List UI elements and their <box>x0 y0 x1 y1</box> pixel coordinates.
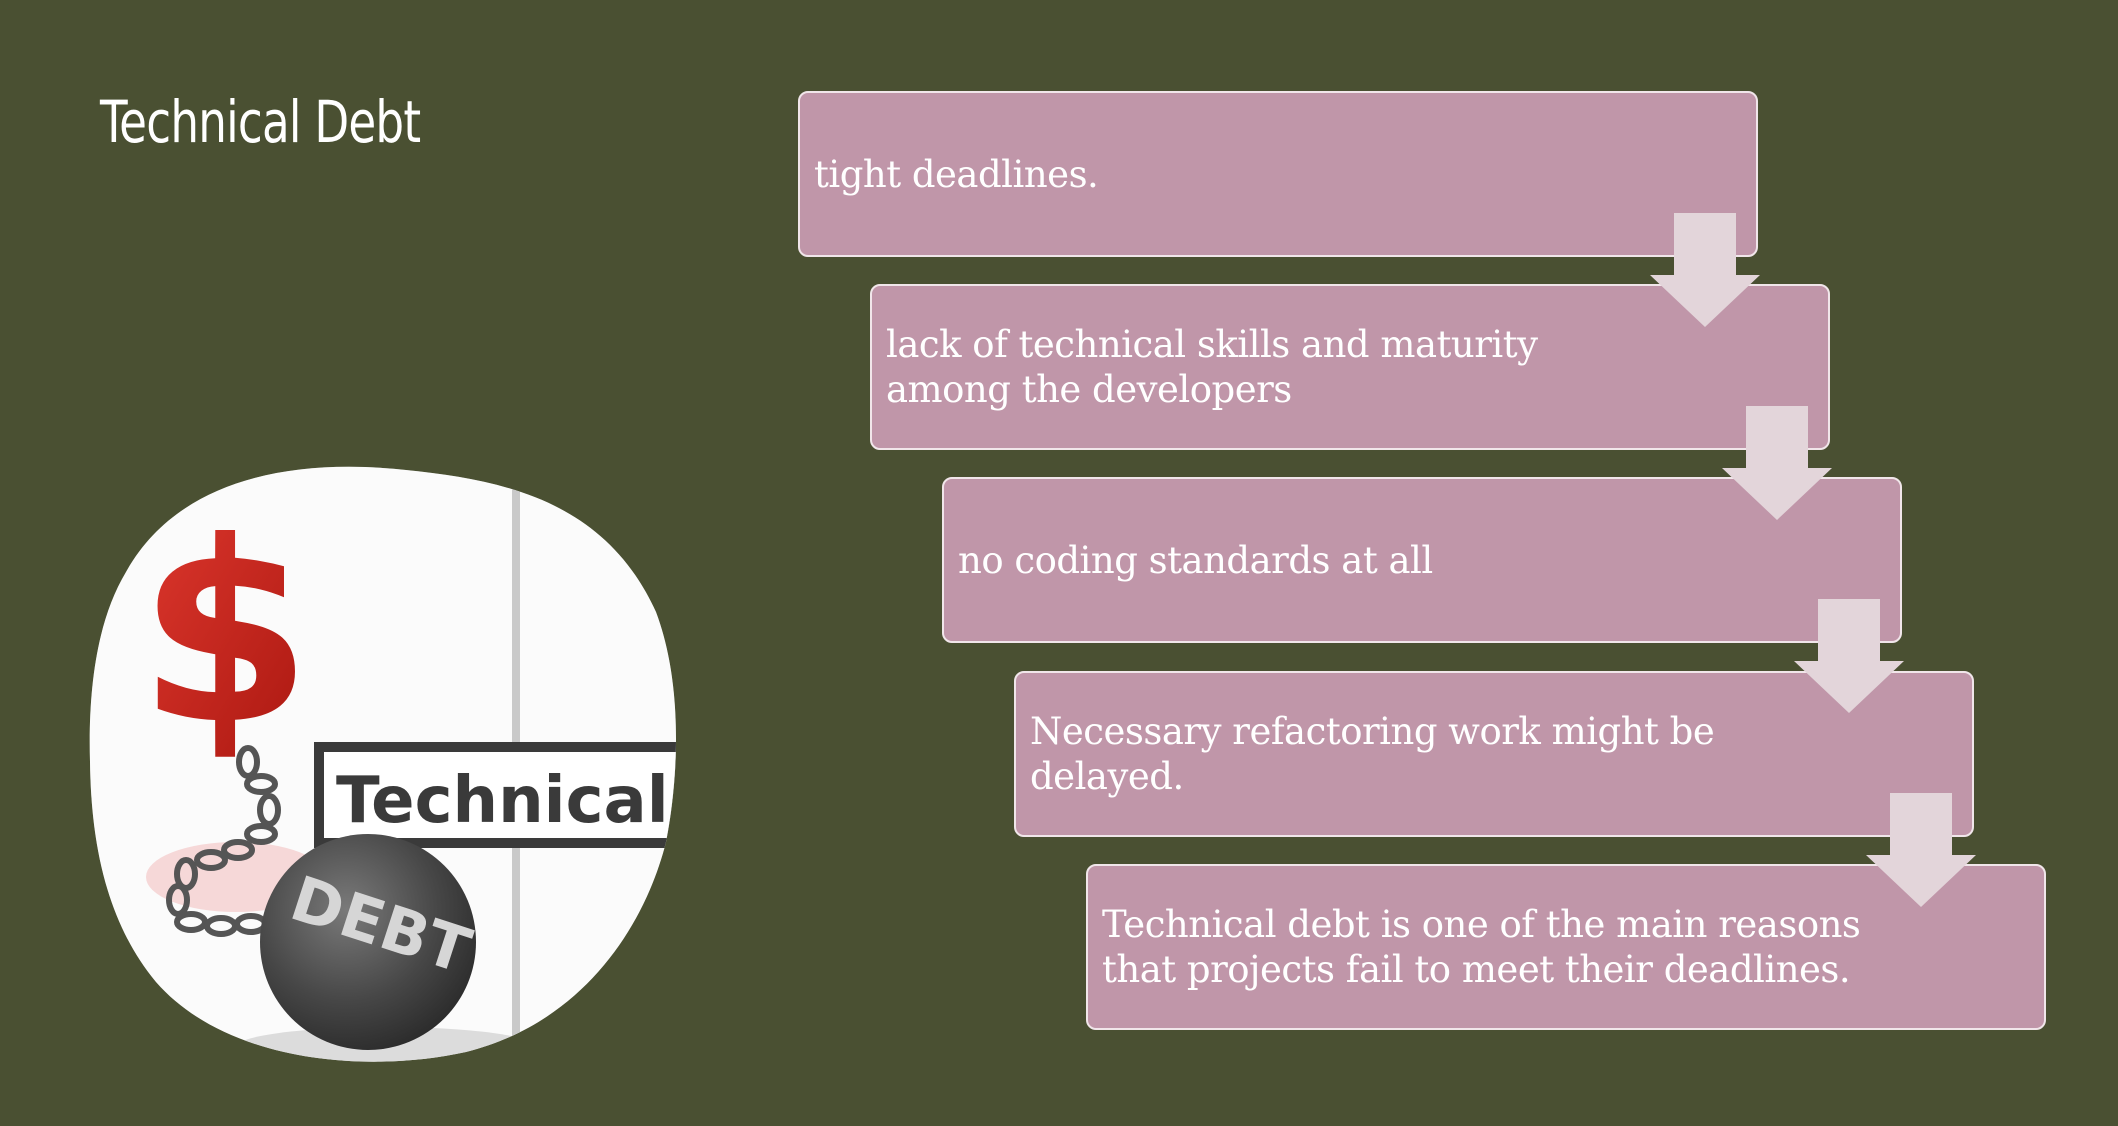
debt-ball <box>260 834 476 1050</box>
process-step-5: Technical debt is one of the main reason… <box>1086 864 2046 1030</box>
step-text: no coding standards at all <box>958 538 1433 582</box>
step-text: Technical debt is one of the main reason… <box>1102 903 1861 991</box>
step-text: tight deadlines. <box>814 152 1099 196</box>
step-text: Necessary refactoring work might be dela… <box>1030 710 1715 798</box>
process-step-2: lack of technical skills and maturity am… <box>870 284 1830 450</box>
down-arrow-icon <box>1722 406 1832 520</box>
down-arrow-icon <box>1794 599 1904 713</box>
down-arrow-icon <box>1866 793 1976 907</box>
technical-debt-illustration: $ Technical <box>89 466 676 1062</box>
down-arrow-icon <box>1650 213 1760 327</box>
sign-text: Technical <box>336 764 669 838</box>
slide-title: Technical Debt <box>100 88 421 156</box>
step-text: lack of technical skills and maturity am… <box>886 323 1538 411</box>
process-step-3: no coding standards at all <box>942 477 1902 643</box>
process-step-1: tight deadlines. <box>798 91 1758 257</box>
dollar-sign-icon: $ <box>138 488 312 779</box>
process-step-4: Necessary refactoring work might be dela… <box>1014 671 1974 837</box>
